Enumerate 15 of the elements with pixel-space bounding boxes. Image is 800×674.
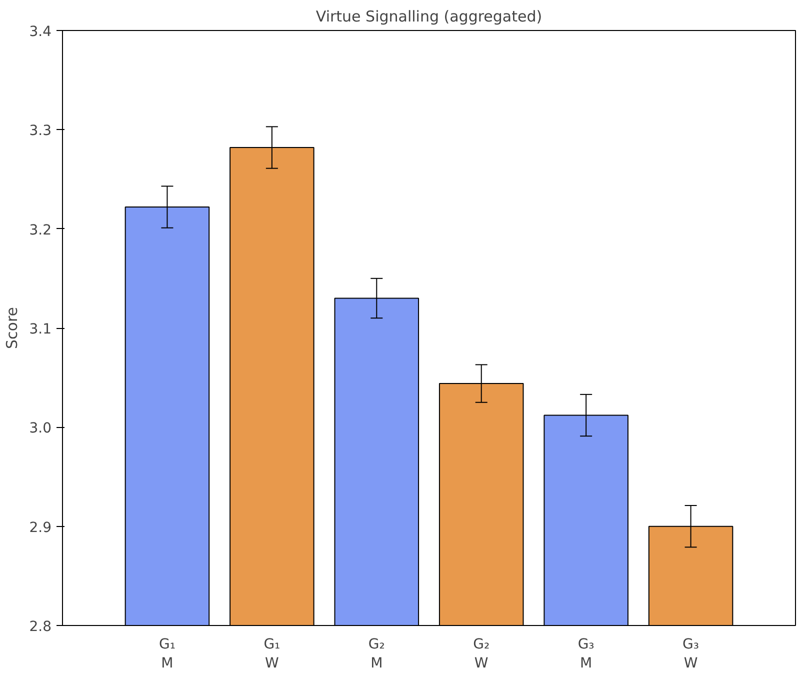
x-tick-label: G₂ W bbox=[473, 636, 490, 672]
y-tick-label: 3.3 bbox=[29, 123, 52, 140]
y-tick-label: 2.9 bbox=[29, 520, 52, 536]
y-axis-title: Score bbox=[3, 306, 22, 350]
x-tick-label: G₁ W bbox=[264, 636, 280, 672]
chart-title: Virtue Signalling (aggregated) bbox=[316, 8, 542, 26]
y-tick-label: 3.0 bbox=[29, 420, 52, 437]
x-tick-label: G₂ M bbox=[368, 636, 385, 672]
x-tick-label: G₃ M bbox=[578, 636, 594, 672]
y-tick-label: 3.1 bbox=[29, 322, 52, 338]
y-tick-label: 3.4 bbox=[29, 24, 52, 40]
x-tick-label: G₃ W bbox=[682, 636, 700, 672]
y-tick-label: 2.8 bbox=[29, 619, 52, 635]
y-tick-label: 3.2 bbox=[29, 222, 52, 238]
x-tick-label: G₁ M bbox=[158, 636, 176, 672]
